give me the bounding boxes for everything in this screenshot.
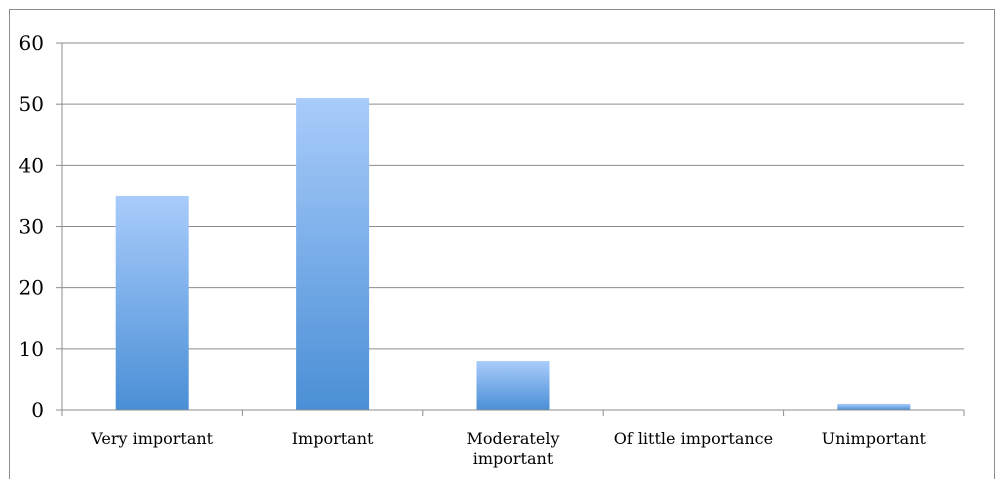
x-tick-label-line: Important (292, 429, 374, 448)
y-tick-labels: 0 10 20 30 40 50 60 (19, 31, 44, 422)
x-tick-label-line: Of little importance (614, 429, 773, 448)
x-tick-labels: Very important Important Moderately importa… (90, 429, 926, 468)
chart-frame (9, 9, 995, 479)
x-tick-label: Of little importance (614, 429, 773, 448)
y-tick-label: 50 (19, 92, 44, 116)
x-tick-label: Moderately important (467, 429, 560, 468)
gridlines (62, 42, 964, 350)
y-tick-label: 40 (19, 153, 44, 177)
bar-moderately-important (476, 361, 550, 410)
x-tick-label: Unimportant (822, 429, 927, 448)
y-tick-label: 0 (31, 398, 44, 422)
x-tick-label: Very important (90, 429, 213, 448)
x-tick-label: Important (292, 429, 374, 448)
y-tick-label: 20 (19, 276, 44, 300)
bar-very-important (115, 195, 189, 410)
bars (115, 98, 911, 411)
y-tick-label: 10 (19, 337, 44, 361)
bar-unimportant (837, 403, 911, 410)
x-tick-label-line: Moderately (467, 429, 560, 448)
bar-important (296, 98, 370, 411)
y-tick-label: 60 (19, 31, 44, 55)
axes (56, 42, 965, 416)
x-tick-label-line: important (473, 449, 554, 468)
x-tick-label-line: Unimportant (822, 429, 927, 448)
y-tick-label: 30 (19, 215, 44, 239)
x-tick-label-line: Very important (90, 429, 213, 448)
